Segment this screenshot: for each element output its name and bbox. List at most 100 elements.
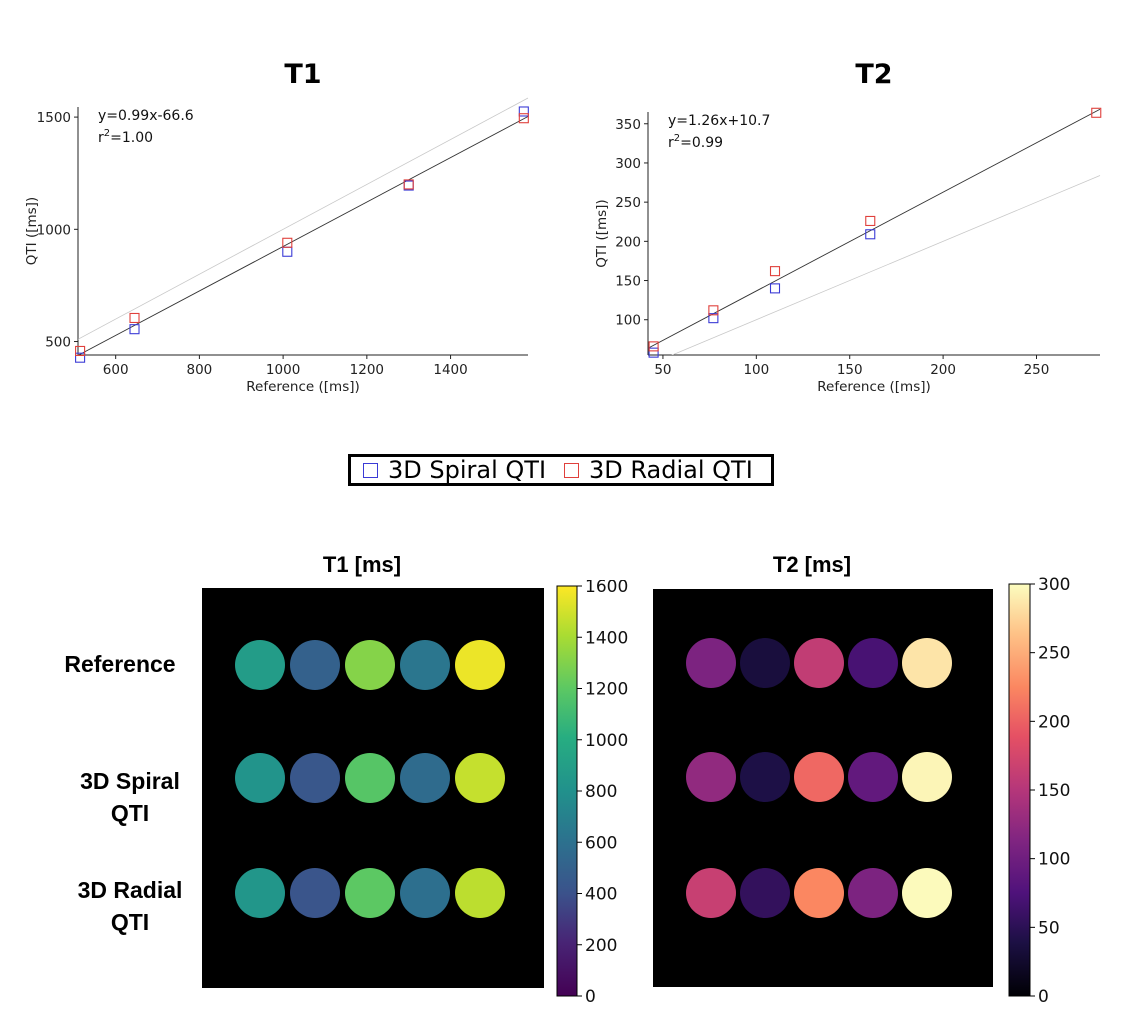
identity-line	[78, 97, 529, 340]
phantom-vial	[290, 868, 340, 918]
fit-line	[648, 108, 1101, 349]
fit-r2: r2=0.99	[668, 133, 723, 151]
x-tick-label: 600	[103, 362, 129, 378]
colorbar-tick-label: 200	[1038, 712, 1070, 732]
phantom-vial	[290, 753, 340, 803]
t2-scatter-chart: T2 50 100 150 200 250 100 150 200 250 300 350 Refere…	[594, 59, 1102, 395]
x-axis-label: Reference ([ms])	[817, 379, 931, 395]
legend: 3D Spiral QTI 3D Radial QTI	[348, 454, 774, 486]
data-point	[769, 283, 781, 294]
x-tick-label: 200	[930, 362, 956, 378]
phantom-vial	[740, 752, 790, 802]
t1-maps: 0 200 400 600 800 1000 1200 1400 1600	[202, 580, 628, 1007]
x-tick-label: 100	[743, 362, 769, 378]
y-tick-label: 150	[615, 274, 641, 290]
phantom-vial	[686, 638, 736, 688]
phantom-vial	[400, 640, 450, 690]
row-label-line: QTI	[110, 909, 150, 935]
phantom-vial	[794, 868, 844, 918]
colorbar-tick-label: 400	[585, 885, 617, 905]
x-tick-label: 1200	[350, 362, 384, 378]
chart-title: T2	[855, 59, 892, 90]
phantom-vial	[400, 868, 450, 918]
phantom-vial	[848, 638, 898, 688]
colorbar-tick-label: 200	[585, 936, 617, 956]
radial-legend-label: 3D Radial QTI	[589, 456, 753, 484]
x-axis-label: Reference ([ms])	[246, 379, 360, 395]
phantom-vial	[794, 752, 844, 802]
data-point	[769, 266, 781, 277]
x-tick-label: 1000	[266, 362, 300, 378]
phantom-vial	[455, 753, 505, 803]
colorbar-tick-label: 600	[585, 833, 617, 853]
x-tick-label: 1400	[433, 362, 467, 378]
t2-map-title: T2 [ms]	[772, 552, 852, 577]
data-point	[75, 345, 86, 357]
radial-legend-marker	[564, 462, 580, 478]
phantom-vial	[455, 640, 505, 690]
row-label-reference: Reference	[40, 648, 200, 680]
colorbar-tick-label: 100	[1038, 850, 1070, 870]
row-label-line: 3D Spiral	[80, 768, 180, 794]
y-axis-label: QTI ([ms])	[594, 199, 610, 267]
phantom-vial	[345, 640, 395, 690]
y-tick-label: 500	[45, 335, 71, 351]
t1-scatter-chart: T1 600 800 1000 1200 1400 500 1000 1500 Reference…	[24, 59, 529, 395]
row-label-line: Reference	[64, 651, 176, 677]
phantom-vial	[902, 868, 952, 918]
y-tick-label: 1000	[37, 222, 71, 238]
r2-letter: r	[668, 135, 674, 151]
row-label-line: 3D Radial	[77, 877, 183, 903]
r2-value: =1.00	[110, 130, 153, 146]
y-tick-label: 1500	[37, 110, 71, 126]
x-tick-label: 50	[654, 362, 671, 378]
t2-maps: 0 50 100 150 200 250 300	[653, 575, 1070, 1007]
phantom-vial	[848, 752, 898, 802]
chart-title: T1	[284, 59, 321, 90]
t1-map-title: T1 [ms]	[322, 552, 402, 577]
phantom-vial	[740, 638, 790, 688]
phantom-vial	[345, 868, 395, 918]
spiral-legend-marker	[363, 462, 378, 478]
data-point	[648, 341, 659, 352]
r2-letter: r	[98, 130, 104, 146]
colorbar-tick-label: 1600	[585, 580, 628, 597]
phantom-vial	[848, 868, 898, 918]
row-label-spiral: 3D Spiral QTI	[50, 765, 210, 829]
colorbar-tick-label: 1000	[585, 731, 628, 751]
y-tick-label: 100	[615, 313, 641, 329]
data-point	[129, 312, 140, 324]
r2-value: =0.99	[680, 135, 723, 151]
fit-r2: r2=1.00	[98, 128, 153, 146]
phantom-vial	[902, 638, 952, 688]
colorbar-tick-label: 800	[585, 782, 617, 802]
phantom-vial	[794, 638, 844, 688]
phantom-vial	[290, 640, 340, 690]
data-point	[865, 215, 876, 227]
data-point	[708, 313, 719, 324]
data-point	[518, 113, 529, 124]
y-tick-label: 200	[615, 234, 641, 250]
data-point	[282, 237, 293, 248]
data-point	[708, 305, 719, 316]
x-tick-label: 150	[837, 362, 863, 378]
spiral-legend-label: 3D Spiral QTI	[388, 456, 547, 484]
phantom-vial	[345, 753, 395, 803]
phantom-vial	[686, 752, 736, 802]
y-tick-label: 250	[615, 195, 641, 211]
colorbar-tick-label: 0	[585, 987, 596, 1007]
fit-equation: y=1.26x+10.7	[668, 113, 770, 129]
data-point	[1091, 107, 1102, 118]
colorbar-tick-label: 300	[1038, 575, 1070, 595]
colorbar	[556, 585, 578, 997]
row-label-line: QTI	[110, 800, 150, 826]
fit-line	[78, 116, 529, 355]
phantom-vial	[902, 752, 952, 802]
r2-exponent: 2	[104, 128, 110, 139]
phantom-vial	[455, 868, 505, 918]
colorbar	[1008, 583, 1031, 997]
phantom-vial	[235, 753, 285, 803]
data-point	[129, 324, 140, 335]
colorbar-tick-label: 250	[1038, 644, 1070, 664]
data-point	[75, 352, 86, 363]
